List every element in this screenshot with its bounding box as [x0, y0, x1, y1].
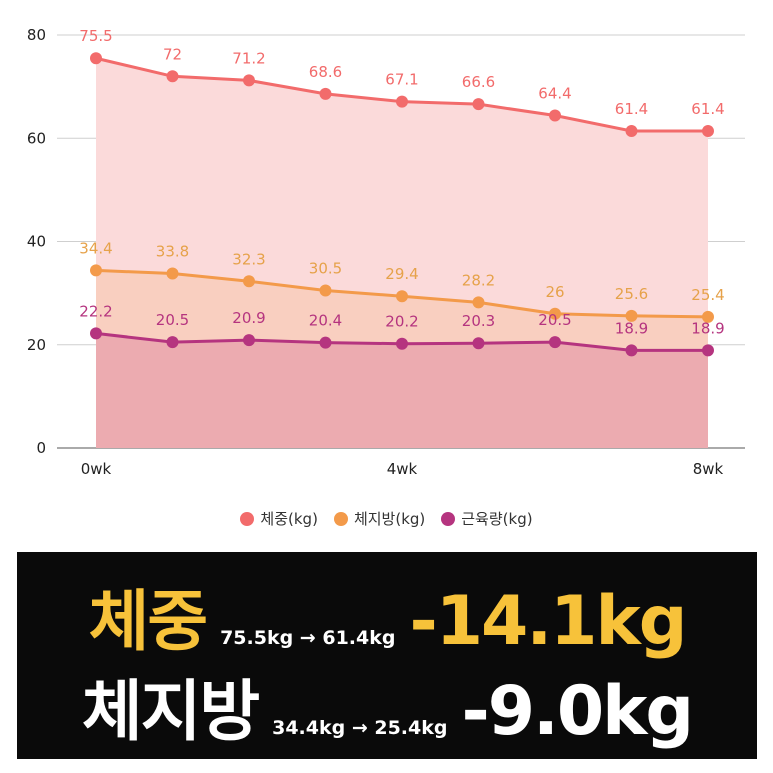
summary-fat-label: 체지방 [81, 673, 260, 750]
data-point [702, 125, 714, 138]
data-label: 68.6 [309, 63, 342, 81]
x-tick-label: 0wk [81, 460, 112, 478]
data-point [549, 307, 561, 320]
legend-item-weight[interactable]: 체중(kg) [240, 508, 318, 529]
data-point [90, 264, 102, 277]
data-point [90, 327, 102, 340]
data-label: 18.9 [615, 319, 648, 337]
data-label: 20.5 [538, 311, 571, 329]
chart-legend: 체중(kg) 체지방(kg) 근육량(kg) [0, 508, 773, 529]
summary-weight-range: 75.5kg → 61.4kg [220, 627, 396, 649]
summary-row-weight: 체중 75.5kg → 61.4kg -14.1kg [17, 566, 757, 656]
data-point [243, 74, 255, 87]
data-label: 25.4 [691, 286, 724, 304]
data-point [396, 290, 408, 303]
data-point [90, 52, 102, 65]
legend-label-muscle: 근육량(kg) [461, 510, 533, 528]
data-label: 28.2 [462, 271, 495, 289]
data-label: 29.4 [385, 265, 418, 283]
legend-label-body-fat: 체지방(kg) [353, 510, 426, 528]
data-label: 72 [163, 45, 182, 63]
y-tick-label: 40 [27, 233, 46, 251]
data-label: 20.9 [232, 309, 265, 327]
legend-item-body-fat[interactable]: 체지방(kg) [333, 508, 426, 529]
data-label: 75.5 [79, 27, 112, 45]
data-point [396, 95, 408, 108]
y-tick-label: 60 [27, 129, 46, 147]
legend-marker-body-fat [333, 511, 348, 526]
data-point [319, 284, 332, 297]
data-point [625, 125, 638, 138]
data-point [396, 337, 408, 350]
legend-marker-weight [240, 511, 255, 526]
series-areas [96, 58, 708, 448]
legend-label-weight: 체중(kg) [260, 510, 318, 528]
data-point [625, 309, 638, 322]
data-label: 71.2 [232, 49, 265, 67]
data-point [166, 267, 179, 280]
data-point [472, 337, 485, 350]
data-point [472, 98, 485, 111]
data-label: 67.1 [385, 71, 418, 89]
summary-weight-delta: -14.1kg [409, 582, 687, 661]
data-point [319, 336, 332, 349]
data-label: 61.4 [691, 100, 724, 118]
data-point [625, 344, 638, 357]
data-label: 20.3 [462, 312, 495, 330]
data-label: 18.9 [691, 319, 724, 337]
data-point [472, 296, 485, 309]
summary-panel: 체중 75.5kg → 61.4kg -14.1kg 체지방 34.4kg → … [17, 552, 757, 759]
data-label: 25.6 [615, 285, 648, 303]
data-point [549, 109, 561, 122]
data-point [702, 310, 714, 323]
data-point [549, 336, 561, 349]
data-label: 30.5 [309, 260, 342, 278]
data-point [166, 70, 179, 83]
data-label: 61.4 [615, 100, 648, 118]
data-point [243, 334, 255, 347]
data-point [166, 336, 179, 349]
y-tick-label: 80 [27, 26, 46, 44]
data-point [243, 275, 255, 288]
axis-ticks: 0 20 40 60 80 0wk 4wk 8wk [27, 26, 724, 478]
series-points [90, 52, 714, 357]
data-label: 34.4 [79, 239, 112, 257]
data-label: 20.4 [309, 312, 342, 330]
data-label: 64.4 [538, 85, 571, 103]
data-label: 33.8 [156, 243, 189, 261]
y-tick-label: 20 [27, 336, 46, 354]
data-label: 66.6 [462, 73, 495, 91]
data-label: 20.2 [385, 313, 418, 331]
legend-marker-muscle [441, 511, 456, 526]
series-area [96, 333, 708, 448]
y-tick-label: 0 [36, 439, 46, 457]
data-label: 20.5 [156, 311, 189, 329]
x-tick-label: 4wk [387, 460, 418, 478]
summary-row-body-fat: 체지방 34.4kg → 25.4kg -9.0kg [17, 656, 757, 746]
data-label: 26 [545, 283, 564, 301]
summary-fat-delta: -9.0kg [461, 672, 694, 751]
data-label: 22.2 [79, 302, 112, 320]
x-tick-label: 8wk [693, 460, 724, 478]
summary-fat-range: 34.4kg → 25.4kg [272, 717, 448, 739]
legend-item-muscle[interactable]: 근육량(kg) [441, 508, 533, 529]
data-labels: 75.5 72 71.2 68.6 67.1 66.6 64.4 61.4 61.4 34.4 33… [79, 27, 724, 337]
data-label: 32.3 [232, 250, 265, 268]
data-point [702, 344, 714, 357]
line-chart: 75.5 72 71.2 68.6 67.1 66.6 64.4 61.4 61.4 34.4 33… [27, 26, 745, 478]
summary-weight-label: 체중 [88, 583, 208, 660]
data-point [319, 87, 332, 100]
